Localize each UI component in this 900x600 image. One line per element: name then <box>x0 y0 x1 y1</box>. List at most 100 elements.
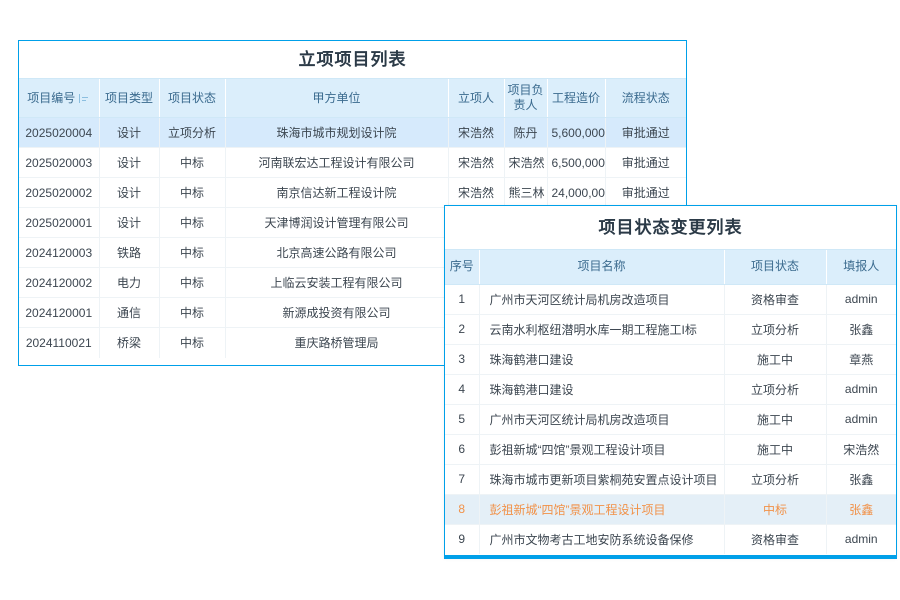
cell-index: 6 <box>445 434 480 465</box>
cell-project-name[interactable]: 彭祖新城“四馆”景观工程设计项目 <box>479 494 725 525</box>
cell-project-status: 中标 <box>159 177 226 208</box>
cell-project-status: 中标 <box>159 327 226 358</box>
cell-index: 1 <box>445 284 480 315</box>
column-header-reporter[interactable]: 填报人 <box>826 250 896 285</box>
cell-project-status: 资格审查 <box>724 524 827 554</box>
cell-project-manager[interactable]: 熊三林 <box>504 177 548 208</box>
cell-project-status: 资格审查 <box>724 284 827 315</box>
cell-project-type: 设计 <box>99 177 160 208</box>
table-row[interactable]: 7 珠海市城市更新项目紫桐苑安置点设计项目 立项分析 张鑫 <box>445 464 896 495</box>
cell-project-cost: 5,600,000.00 <box>547 117 606 148</box>
cell-project-status: 立项分析 <box>159 117 226 148</box>
status-table-header-row: 序号 项目名称 项目状态 填报人 <box>445 250 896 285</box>
cell-project-code[interactable]: 2025020001 <box>19 207 100 238</box>
cell-reporter[interactable]: admin <box>844 532 878 547</box>
cell-proposer[interactable]: 宋浩然 <box>448 117 505 148</box>
cell-flow-status: 审批通过 <box>605 117 686 148</box>
projects-panel-title: 立项项目列表 <box>19 41 686 79</box>
cell-project-status: 立项分析 <box>724 374 827 405</box>
cell-client-unit: 上临云安装工程有限公司 <box>225 267 449 298</box>
status-change-panel: 项目状态变更列表 序号 项目名称 项目状态 填报人 1 广州市天河区统计局机房改造… <box>444 205 897 559</box>
cell-project-code[interactable]: 2024120003 <box>19 237 100 268</box>
cell-flow-status: 审批通过 <box>605 147 686 178</box>
table-row[interactable]: 9 广州市文物考古工地安防系统设备保修 资格审查 admin <box>445 524 896 554</box>
column-header-project-name[interactable]: 项目名称 <box>479 250 725 285</box>
cell-project-type: 电力 <box>99 267 160 298</box>
column-header-project-status[interactable]: 项目状态 <box>159 79 226 118</box>
cell-client-unit: 天津博润设计管理有限公司 <box>225 207 449 238</box>
cell-project-code[interactable]: 2024120002 <box>19 267 100 298</box>
cell-project-status: 立项分析 <box>724 464 827 495</box>
cell-index: 9 <box>445 524 480 554</box>
cell-project-manager[interactable]: 宋浩然 <box>504 147 548 178</box>
sort-icon[interactable] <box>79 93 90 103</box>
cell-project-code[interactable]: 2025020004 <box>19 117 100 148</box>
cell-index: 2 <box>445 314 480 345</box>
table-row[interactable]: 2025020003 设计 中标 河南联宏达工程设计有限公司 宋浩然 宋浩然 6,500,0… <box>19 147 686 178</box>
column-header-project-cost[interactable]: 工程造价 <box>547 79 606 118</box>
cell-project-status: 中标 <box>159 237 226 268</box>
table-row[interactable]: 8 彭祖新城“四馆”景观工程设计项目 中标 张鑫 <box>445 494 896 525</box>
cell-project-type: 桥梁 <box>99 327 160 358</box>
cell-project-name[interactable]: 云南水利枢纽潜明水库一期工程施工I标 <box>479 314 725 345</box>
cell-project-type: 设计 <box>99 207 160 238</box>
column-header-project-type[interactable]: 项目类型 <box>99 79 160 118</box>
cell-project-type: 设计 <box>99 147 160 178</box>
table-row[interactable]: 2 云南水利枢纽潜明水库一期工程施工I标 立项分析 张鑫 <box>445 314 896 345</box>
cell-project-code[interactable]: 2025020002 <box>19 177 100 208</box>
cell-project-cost: 6,500,000.00 <box>547 147 606 178</box>
cell-project-name[interactable]: 广州市天河区统计局机房改造项目 <box>479 404 725 435</box>
column-header-index[interactable]: 序号 <box>445 250 480 285</box>
table-row[interactable]: 2025020004 设计 立项分析 珠海市城市规划设计院 宋浩然 陈丹 5,600,000… <box>19 117 686 148</box>
cell-client-unit: 重庆路桥管理局 <box>225 327 449 358</box>
cell-project-status: 中标 <box>159 297 226 328</box>
table-row[interactable]: 2025020002设计中标南京信达新工程设计院宋浩然熊三林24,000,000… <box>19 177 686 208</box>
cell-reporter[interactable]: 张鑫 <box>826 464 896 495</box>
cell-index: 3 <box>445 344 480 375</box>
cell-client-unit: 珠海市城市规划设计院 <box>225 117 449 148</box>
cell-project-code[interactable]: 2024110021 <box>19 327 100 358</box>
status-panel-title: 项目状态变更列表 <box>445 206 896 250</box>
cell-project-name[interactable]: 广州市天河区统计局机房改造项目 <box>479 284 725 315</box>
cell-proposer[interactable]: 宋浩然 <box>448 147 505 178</box>
cell-project-cost: 24,000,000.00 <box>547 177 606 208</box>
table-row[interactable]: 6 彭祖新城“四馆”景观工程设计项目 施工中 宋浩然 <box>445 434 896 465</box>
cell-project-name[interactable]: 珠海市城市更新项目紫桐苑安置点设计项目 <box>479 464 725 495</box>
cell-project-code[interactable]: 2024120001 <box>19 297 100 328</box>
cell-index: 5 <box>445 404 480 435</box>
cell-flow-status: 审批通过 <box>605 177 686 208</box>
table-row[interactable]: 1 广州市天河区统计局机房改造项目 资格审查 admin <box>445 284 896 315</box>
column-header-project-code[interactable]: 项目编号 <box>19 79 100 118</box>
cell-project-type: 通信 <box>99 297 160 328</box>
table-row[interactable]: 4 珠海鹤港口建设 立项分析 admin <box>445 374 896 405</box>
cell-project-name[interactable]: 珠海鹤港口建设 <box>479 374 725 405</box>
cell-reporter[interactable]: 章燕 <box>826 344 896 375</box>
cell-project-name[interactable]: 珠海鹤港口建设 <box>479 344 725 375</box>
cell-project-name[interactable]: 广州市文物考古工地安防系统设备保修 <box>479 524 725 554</box>
column-header-project-status[interactable]: 项目状态 <box>724 250 827 285</box>
cell-project-status: 立项分析 <box>724 314 827 345</box>
cell-reporter[interactable]: admin <box>826 374 896 405</box>
cell-reporter[interactable]: 宋浩然 <box>826 434 896 465</box>
cell-reporter[interactable]: 张鑫 <box>826 494 896 525</box>
cell-project-status: 中标 <box>159 147 226 178</box>
cell-project-status: 施工中 <box>724 344 827 375</box>
column-header-project-manager[interactable]: 项目负责人 <box>504 79 548 118</box>
column-header-proposer[interactable]: 立项人 <box>448 79 505 118</box>
cell-reporter[interactable]: admin <box>826 404 896 435</box>
cell-project-manager[interactable]: 陈丹 <box>504 117 548 148</box>
cell-project-status: 中标 <box>724 494 827 525</box>
cell-reporter[interactable]: admin <box>826 284 896 315</box>
cell-reporter[interactable]: 张鑫 <box>826 314 896 345</box>
table-row[interactable]: 5 广州市天河区统计局机房改造项目 施工中 admin <box>445 404 896 435</box>
cell-project-name[interactable]: 彭祖新城“四馆”景观工程设计项目 <box>479 434 725 465</box>
column-header-flow-status[interactable]: 流程状态 <box>605 79 686 118</box>
cell-client-unit: 南京信达新工程设计院 <box>225 177 449 208</box>
table-row[interactable]: 3 珠海鹤港口建设 施工中 章燕 <box>445 344 896 375</box>
cell-project-code[interactable]: 2025020003 <box>19 147 100 178</box>
cell-proposer[interactable]: 宋浩然 <box>448 177 505 208</box>
cell-project-status: 中标 <box>159 207 226 238</box>
cell-project-type: 铁路 <box>99 237 160 268</box>
column-header-client-unit[interactable]: 甲方单位 <box>225 79 449 118</box>
